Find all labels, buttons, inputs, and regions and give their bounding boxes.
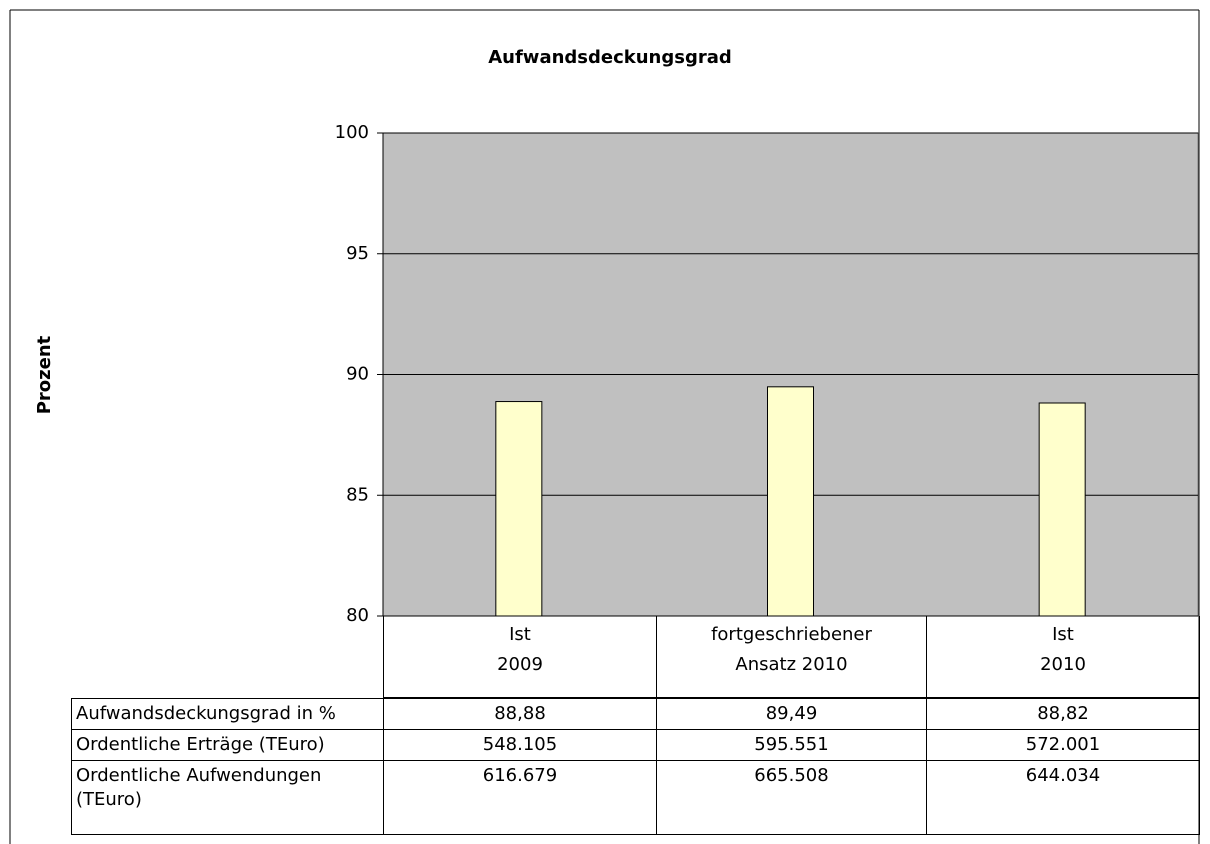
y-tick-label: 90 [346, 364, 369, 385]
y-axis-label: Prozent [34, 335, 55, 414]
table-value: 616.679 [384, 761, 657, 835]
table-value: 644.034 [927, 761, 1200, 835]
x-tick-label: Ist [1052, 624, 1074, 645]
category-header: Ist 2009 fortgeschriebener Ansatz 2010 Ist 20… [383, 616, 1200, 698]
table-value: 89,49 [657, 699, 927, 730]
category-cell: Ist 2009 [384, 616, 657, 698]
x-tick-label: Ist [509, 624, 531, 645]
x-tick-label: 2010 [1040, 654, 1086, 675]
table-value: 665.508 [657, 761, 927, 835]
y-tick-label: 100 [335, 122, 369, 143]
row-label: Aufwandsdeckungsgrad in % [72, 699, 384, 730]
x-tick-label: Ansatz 2010 [735, 654, 848, 675]
data-table: Aufwandsdeckungsgrad in % 88,88 89,49 88,82… [71, 698, 1200, 835]
table-value: 595.551 [657, 730, 927, 761]
row-label: Ordentliche Erträge (TEuro) [72, 730, 384, 761]
table-value: 88,82 [927, 699, 1200, 730]
table-value: 548.105 [384, 730, 657, 761]
chart-title: Aufwandsdeckungsgrad [488, 47, 732, 68]
x-tick-label: 2009 [497, 654, 543, 675]
table-value: 88,88 [384, 699, 657, 730]
x-tick-label: fortgeschriebener [711, 624, 872, 645]
row-label: Ordentliche Aufwendungen (TEuro) [72, 761, 384, 835]
y-tick-label: 85 [346, 484, 369, 505]
y-tick-label: 95 [346, 243, 369, 264]
bar [1038, 402, 1086, 617]
category-cell: fortgeschriebener Ansatz 2010 [657, 616, 927, 698]
category-cell: Ist 2010 [927, 616, 1200, 698]
table-value: 572.001 [927, 730, 1200, 761]
y-tick-label: 80 [346, 605, 369, 626]
bar [495, 401, 543, 617]
bar [767, 386, 814, 617]
